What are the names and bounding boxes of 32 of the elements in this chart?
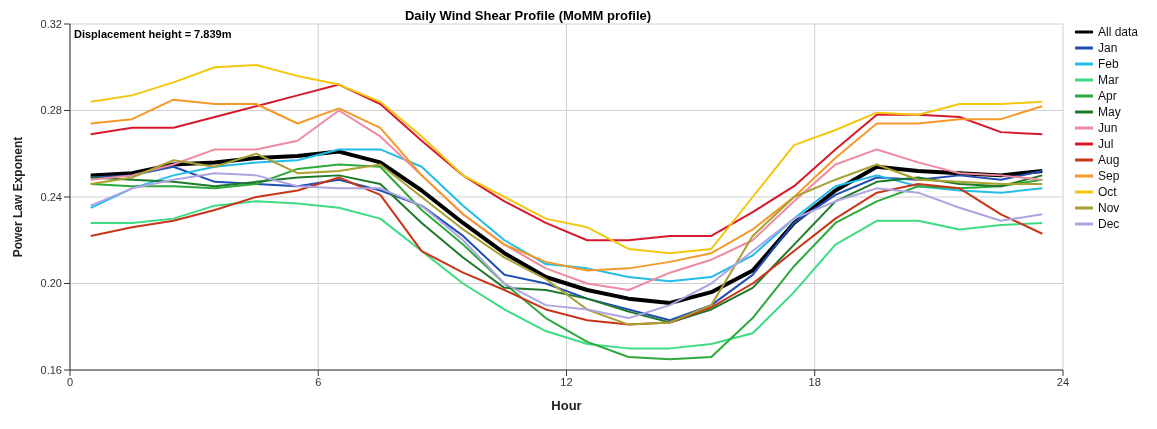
legend-label: Oct — [1097, 184, 1117, 200]
legend-label: Feb — [1097, 56, 1119, 72]
legend-label: Dec — [1097, 216, 1120, 232]
legend-label: Jan — [1097, 40, 1118, 56]
x-tick-label: 18 — [808, 375, 821, 388]
annotation: Displacement height = 7.839m — [74, 28, 232, 40]
x-tick-label: 6 — [315, 375, 322, 388]
legend-label: Mar — [1097, 72, 1119, 88]
line-series — [89, 109, 1044, 291]
y-tick-label: 0.24 — [40, 190, 62, 203]
line-series — [89, 83, 1044, 242]
legend-label: Jun — [1097, 120, 1118, 136]
line-series — [89, 200, 1044, 350]
y-tick-label: 0.16 — [40, 363, 62, 376]
legend-label: Sep — [1097, 168, 1120, 184]
x-tick-label: 12 — [560, 375, 573, 388]
chart-title: Daily Wind Shear Profile (MoMM profile) — [404, 8, 652, 23]
x-tick-label: 24 — [1056, 375, 1070, 388]
y-tick-label: 0.28 — [40, 104, 62, 117]
legend-label: Aug — [1097, 152, 1120, 168]
line-series — [89, 64, 1044, 255]
legend-label: May — [1097, 104, 1121, 120]
x-axis-title: Hour — [551, 398, 582, 413]
y-tick-label: 0.20 — [40, 277, 62, 290]
y-axis-title: Power Law Exponent — [11, 136, 26, 258]
legend-label: Nov — [1097, 200, 1120, 216]
x-tick-label: 0 — [66, 375, 74, 388]
y-tick-label: 0.32 — [40, 17, 62, 30]
legend-label: Apr — [1097, 88, 1117, 104]
line-series — [89, 98, 1044, 272]
legend-label: All data — [1097, 24, 1138, 40]
legend-label: Jul — [1097, 136, 1114, 152]
